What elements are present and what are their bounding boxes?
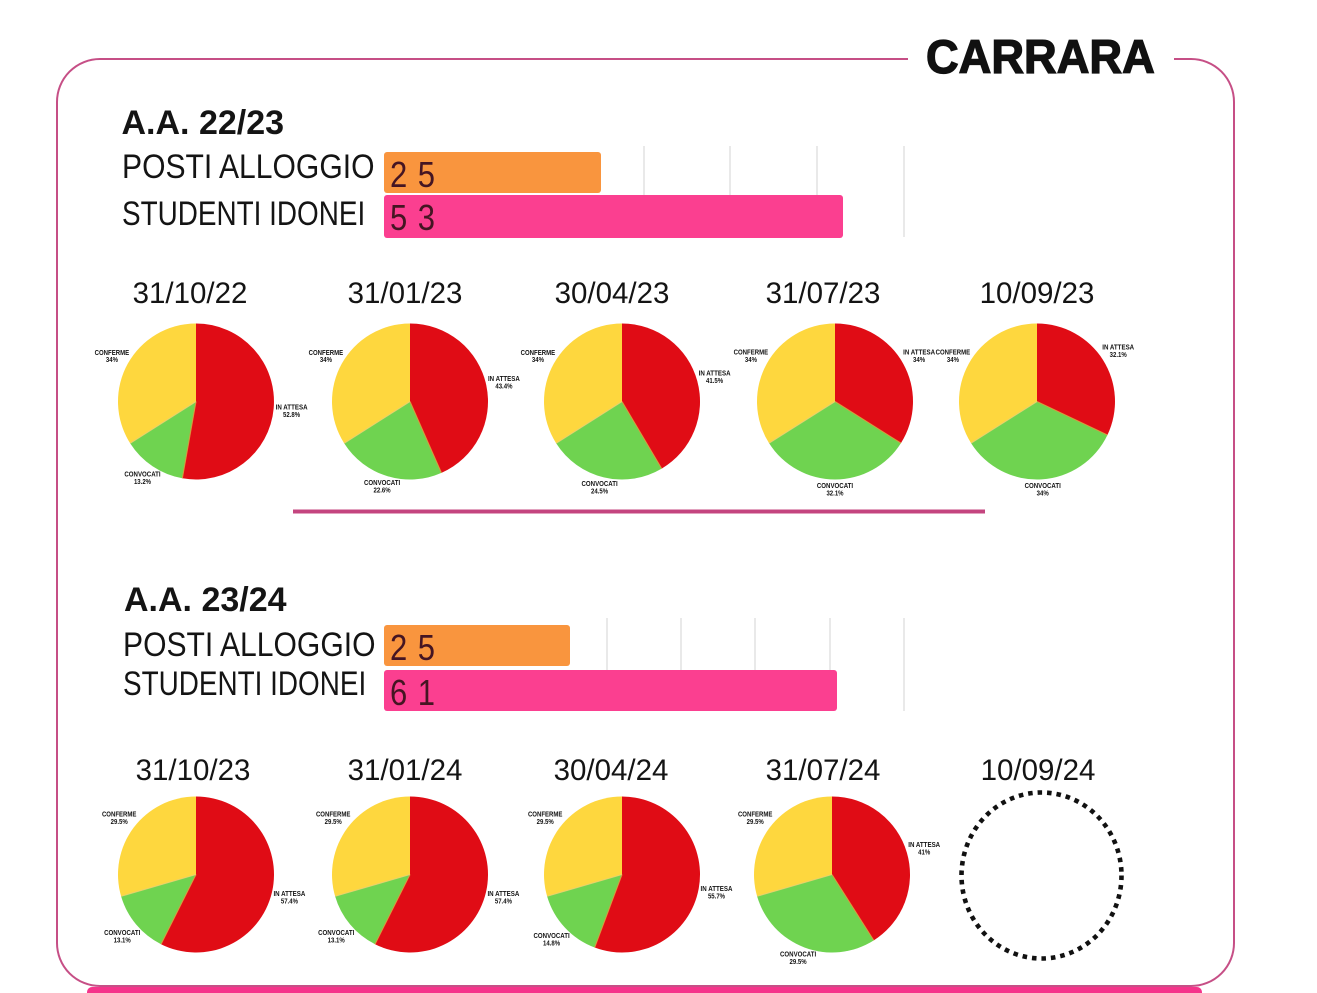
svg-text:34%: 34% [106,356,119,364]
svg-text:13.1%: 13.1% [328,936,346,944]
svg-text:IN ATTESA: IN ATTESA [699,370,731,378]
svg-text:CONFERME: CONFERME [102,810,137,818]
svg-text:29.5%: 29.5% [747,818,765,826]
svg-text:34%: 34% [532,356,545,364]
svg-text:34%: 34% [913,356,926,364]
svg-text:57.4%: 57.4% [281,898,299,906]
svg-text:IN ATTESA: IN ATTESA [903,349,935,357]
svg-text:29.5%: 29.5% [111,818,129,826]
svg-text:CONVOCATI: CONVOCATI [364,479,400,487]
svg-text:IN ATTESA: IN ATTESA [488,375,520,383]
svg-text:41.5%: 41.5% [706,377,724,385]
svg-text:CONVOCATI: CONVOCATI [817,482,853,490]
svg-text:IN ATTESA: IN ATTESA [908,841,940,849]
svg-text:57.4%: 57.4% [495,898,513,906]
svg-text:13.2%: 13.2% [134,478,152,486]
svg-text:14.8%: 14.8% [543,940,561,948]
svg-text:CONFERME: CONFERME [95,349,130,357]
svg-text:32.1%: 32.1% [1110,351,1128,359]
svg-text:43.4%: 43.4% [495,383,513,391]
svg-text:55.7%: 55.7% [708,893,726,901]
svg-text:29.5%: 29.5% [790,958,808,966]
svg-text:CONFERME: CONFERME [734,349,769,357]
svg-text:29.5%: 29.5% [537,818,555,826]
svg-text:CONFERME: CONFERME [738,810,773,818]
svg-text:CONVOCATI: CONVOCATI [318,929,354,937]
svg-text:CONVOCATI: CONVOCATI [124,470,160,478]
svg-text:CONVOCATI: CONVOCATI [1025,482,1061,490]
svg-text:34%: 34% [745,356,758,364]
svg-text:CONFERME: CONFERME [316,810,351,818]
svg-text:CONFERME: CONFERME [521,349,556,357]
svg-text:CONFERME: CONFERME [309,349,344,357]
svg-text:32.1%: 32.1% [826,489,844,497]
svg-text:13.1%: 13.1% [114,936,132,944]
svg-text:IN ATTESA: IN ATTESA [1102,344,1134,352]
svg-text:CONFERME: CONFERME [528,810,563,818]
svg-text:CONVOCATI: CONVOCATI [780,951,816,959]
svg-text:29.5%: 29.5% [325,818,343,826]
svg-text:CONVOCATI: CONVOCATI [582,480,618,488]
svg-text:IN ATTESA: IN ATTESA [273,890,305,898]
svg-text:CONFERME: CONFERME [936,349,971,357]
svg-text:CONVOCATI: CONVOCATI [534,932,570,940]
svg-text:IN ATTESA: IN ATTESA [487,890,519,898]
svg-text:41%: 41% [918,849,931,857]
svg-text:22.6%: 22.6% [374,487,392,495]
svg-text:IN ATTESA: IN ATTESA [276,403,308,411]
svg-text:34%: 34% [1037,489,1050,497]
svg-text:34%: 34% [947,356,960,364]
svg-text:24.5%: 24.5% [591,488,609,496]
svg-text:34%: 34% [320,356,333,364]
svg-text:CONVOCATI: CONVOCATI [104,929,140,937]
svg-text:IN ATTESA: IN ATTESA [701,885,733,893]
svg-text:52.8%: 52.8% [283,411,301,419]
